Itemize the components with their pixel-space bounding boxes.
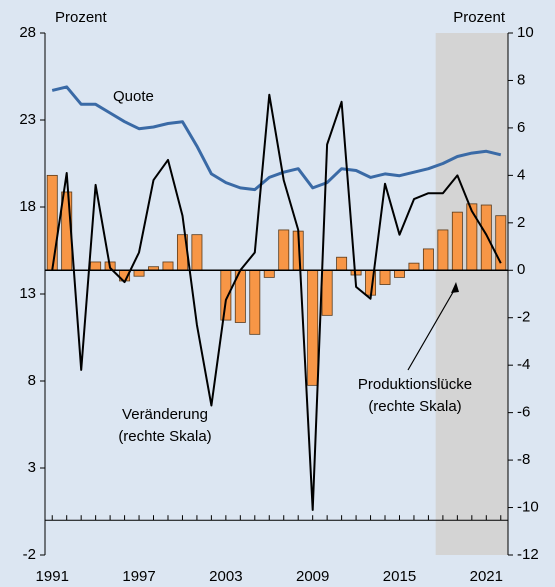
y-tick-label: 8 <box>28 372 36 389</box>
y-tick-label: 13 <box>19 285 36 302</box>
bar <box>220 269 232 321</box>
bar <box>307 269 319 386</box>
y2-tick-label: -10 <box>517 499 539 516</box>
bar <box>46 174 58 271</box>
series-label: Produktionslücke <box>358 376 472 393</box>
bar <box>437 229 449 271</box>
x-tick-label: 1991 <box>36 568 69 585</box>
y-tick-label: 18 <box>19 198 36 215</box>
x-tick-label: 2021 <box>470 568 503 585</box>
series-label: Quote <box>113 88 154 105</box>
series-note: (rechte Skala) <box>118 428 211 445</box>
y-tick-label: 3 <box>28 459 36 476</box>
y2-tick-label: 0 <box>517 261 525 278</box>
pointer-head <box>451 282 459 293</box>
bar <box>379 269 391 285</box>
bar <box>249 269 261 335</box>
bar <box>278 229 290 271</box>
y-tick-label: 23 <box>19 111 36 128</box>
bar <box>133 269 145 277</box>
y-axis-label: Prozent <box>55 9 108 26</box>
bar <box>90 261 102 271</box>
y2-tick-label: -8 <box>517 451 530 468</box>
y2-tick-label: 8 <box>517 71 525 88</box>
bar <box>451 211 463 271</box>
line <box>51 85 502 192</box>
y2-tick-label: 4 <box>517 166 525 183</box>
y2-tick-label: -4 <box>517 356 530 373</box>
y2-tick-label: 6 <box>517 119 525 136</box>
x-tick-label: 2009 <box>296 568 329 585</box>
series-note: (rechte Skala) <box>368 398 461 415</box>
bar <box>394 269 405 278</box>
bar <box>408 262 420 271</box>
y2-tick-label: -12 <box>517 546 539 563</box>
bar <box>162 261 174 271</box>
x-tick-label: 2003 <box>209 568 242 585</box>
shaded-region <box>435 33 508 555</box>
y2-tick-label: 10 <box>517 24 534 41</box>
bar <box>321 269 333 316</box>
y2-tick-label: -6 <box>517 404 530 421</box>
bar <box>466 203 478 271</box>
series-label: Veränderung <box>122 406 208 423</box>
bar <box>191 234 203 271</box>
bar <box>422 248 434 271</box>
y2-axis-label: Prozent <box>453 9 506 26</box>
bar <box>480 204 492 271</box>
x-tick-label: 1997 <box>122 568 155 585</box>
y2-tick-label: -2 <box>517 309 530 326</box>
pointer <box>407 286 457 371</box>
x-tick-label: 2015 <box>383 568 416 585</box>
y2-tick-label: 2 <box>517 214 525 231</box>
bar <box>263 269 275 278</box>
bar <box>336 256 348 271</box>
y-tick-label: 28 <box>19 24 36 41</box>
y-tick-label: -2 <box>23 546 36 563</box>
line <box>51 93 502 511</box>
